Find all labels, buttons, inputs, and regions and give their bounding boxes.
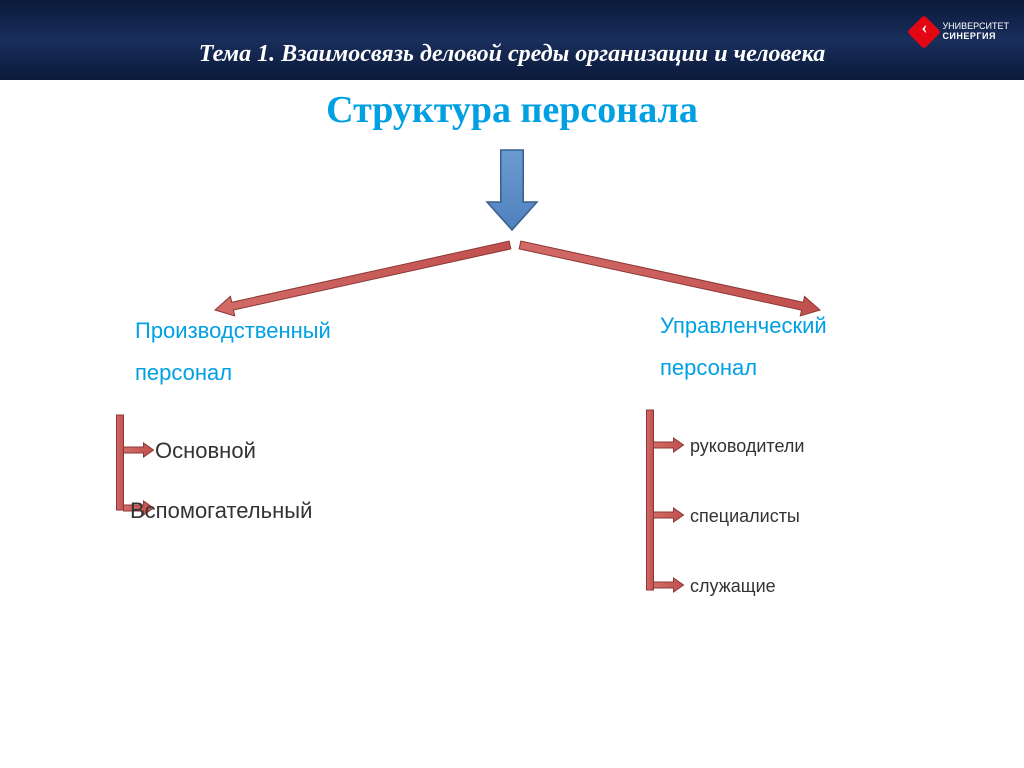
left-item-1: Вспомогательный	[130, 498, 312, 524]
diagram-area: Производственный персонал Управленческий…	[0, 80, 1024, 768]
left-branch-title: Производственный персонал	[135, 310, 331, 394]
right-item-0: руководители	[690, 436, 804, 457]
diagram-arrows	[0, 80, 1024, 768]
logo-icon	[907, 15, 941, 49]
header-bar: Тема 1. Взаимосвязь деловой среды органи…	[0, 0, 1024, 80]
logo-text: УНИВЕРСИТЕТ СИНЕРГИЯ	[942, 22, 1009, 42]
right-item-1: специалисты	[690, 506, 800, 527]
right-branch-title: Управленческий персонал	[660, 305, 827, 389]
header-title: Тема 1. Взаимосвязь деловой среды органи…	[199, 41, 825, 68]
left-item-0: Основной	[155, 438, 256, 464]
right-item-2: служащие	[690, 576, 776, 597]
university-logo: УНИВЕРСИТЕТ СИНЕРГИЯ	[912, 20, 1009, 44]
